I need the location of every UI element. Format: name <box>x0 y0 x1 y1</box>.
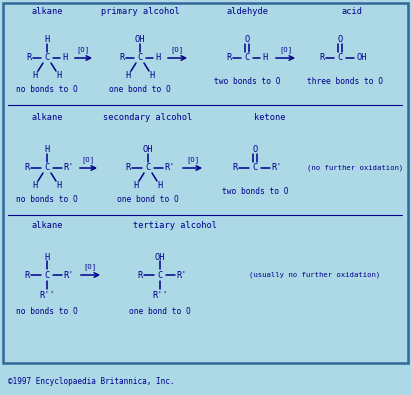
Text: C: C <box>157 271 163 280</box>
Text: aldehyde: aldehyde <box>226 8 268 17</box>
Text: C: C <box>252 164 258 173</box>
Text: O: O <box>245 36 249 45</box>
Text: one bond to O: one bond to O <box>129 307 191 316</box>
Text: H: H <box>157 181 163 190</box>
Text: H: H <box>44 36 50 45</box>
Text: H: H <box>56 181 62 190</box>
Text: C: C <box>44 53 50 62</box>
Text: R': R' <box>272 164 282 173</box>
Text: two bonds to O: two bonds to O <box>222 188 288 196</box>
Text: OH: OH <box>357 53 367 62</box>
Text: alkane: alkane <box>31 8 63 17</box>
Text: H: H <box>134 181 139 190</box>
Text: R: R <box>319 53 325 62</box>
Text: H: H <box>32 181 38 190</box>
Text: C: C <box>145 164 150 173</box>
FancyBboxPatch shape <box>3 3 408 363</box>
Text: R: R <box>24 164 30 173</box>
Text: ketone: ketone <box>254 113 286 122</box>
Text: H: H <box>155 53 161 62</box>
Text: R': R' <box>165 164 175 173</box>
Text: three bonds to O: three bonds to O <box>307 77 383 87</box>
Text: R: R <box>226 53 232 62</box>
Text: H: H <box>32 70 38 79</box>
Text: R': R' <box>64 271 74 280</box>
Text: R': R' <box>177 271 187 280</box>
Text: H: H <box>62 53 68 62</box>
Text: O: O <box>337 36 343 45</box>
Text: C: C <box>44 164 50 173</box>
Text: C: C <box>245 53 249 62</box>
Text: (no further oxidation): (no further oxidation) <box>307 165 403 171</box>
Text: H: H <box>125 70 131 79</box>
Text: R: R <box>137 271 143 280</box>
Text: ©1997 Encyclopaedia Britannica, Inc.: ©1997 Encyclopaedia Britannica, Inc. <box>8 378 175 386</box>
Text: R: R <box>24 271 30 280</box>
Text: one bond to O: one bond to O <box>117 196 179 205</box>
Text: C: C <box>337 53 343 62</box>
Text: primary alcohol: primary alcohol <box>101 8 179 17</box>
Text: R: R <box>232 164 238 173</box>
Text: R: R <box>119 53 125 62</box>
Text: acid: acid <box>342 8 363 17</box>
Text: C: C <box>44 271 50 280</box>
Text: one bond to O: one bond to O <box>109 85 171 94</box>
Text: H: H <box>44 252 50 261</box>
Text: alkane: alkane <box>31 220 63 229</box>
Text: no bonds to O: no bonds to O <box>16 85 78 94</box>
Text: [O]: [O] <box>83 263 97 270</box>
Text: [O]: [O] <box>187 157 200 164</box>
Text: no bonds to O: no bonds to O <box>16 307 78 316</box>
Text: tertiary alcohol: tertiary alcohol <box>133 220 217 229</box>
Text: secondary alcohol: secondary alcohol <box>104 113 193 122</box>
Text: R'': R'' <box>39 290 55 299</box>
Text: H: H <box>44 145 50 154</box>
Text: [O]: [O] <box>171 47 184 53</box>
Text: H: H <box>56 70 62 79</box>
Text: R: R <box>125 164 131 173</box>
Text: OH: OH <box>155 252 165 261</box>
Text: OH: OH <box>135 36 145 45</box>
Text: no bonds to O: no bonds to O <box>16 196 78 205</box>
Text: O: O <box>252 145 258 154</box>
Text: [O]: [O] <box>81 157 95 164</box>
Text: [O]: [O] <box>279 47 293 53</box>
Text: two bonds to O: two bonds to O <box>214 77 280 87</box>
Text: H: H <box>262 53 268 62</box>
Text: (usually no further oxidation): (usually no further oxidation) <box>249 272 381 278</box>
Text: OH: OH <box>143 145 153 154</box>
Text: C: C <box>137 53 143 62</box>
Text: R'': R'' <box>152 290 168 299</box>
Text: H: H <box>149 70 155 79</box>
Text: [O]: [O] <box>76 47 90 53</box>
Text: alkane: alkane <box>31 113 63 122</box>
Text: R': R' <box>64 164 74 173</box>
Text: R: R <box>26 53 32 62</box>
